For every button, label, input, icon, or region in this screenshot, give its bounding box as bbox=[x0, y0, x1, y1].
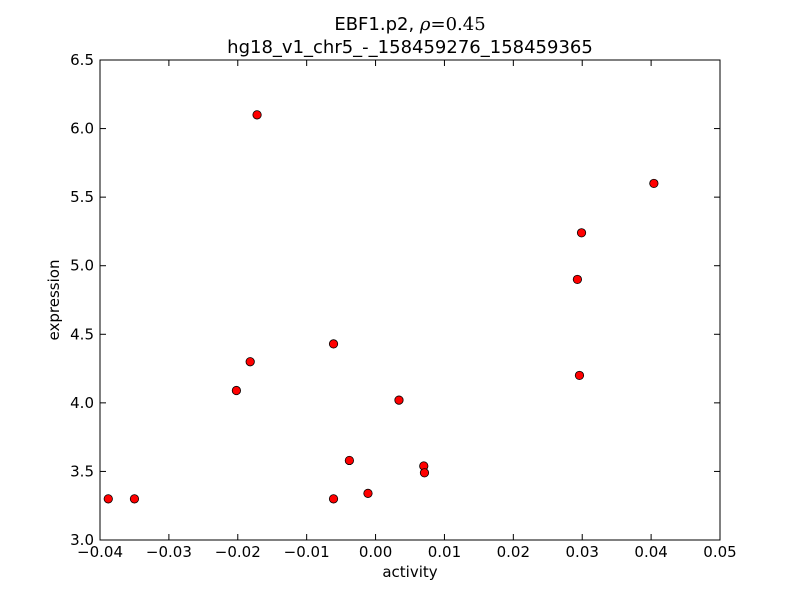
y-tick-label: 4.5 bbox=[70, 325, 94, 343]
x-tick-label: 0.01 bbox=[428, 543, 461, 561]
data-point bbox=[649, 178, 659, 189]
y-tick-label: 5.5 bbox=[70, 188, 94, 206]
y-tick-label: 4.0 bbox=[70, 394, 94, 412]
chart-title-line1: EBF1.p2, ρ=0.45 bbox=[334, 14, 485, 35]
chart-title-rho-value: =0.45 bbox=[431, 14, 486, 35]
x-axis-label: activity bbox=[382, 563, 437, 581]
chart-title-line2: hg18_v1_chr5_-_158459276_158459365 bbox=[227, 37, 593, 58]
data-point bbox=[129, 494, 140, 504]
y-tick-label: 5.0 bbox=[70, 257, 94, 275]
data-point bbox=[103, 494, 113, 504]
data-point bbox=[576, 228, 587, 238]
y-tick-label: 3.5 bbox=[70, 462, 94, 480]
data-point bbox=[572, 274, 583, 285]
chart-title-prefix: EBF1.p2, bbox=[334, 14, 420, 35]
x-tick-label: 0.03 bbox=[566, 543, 599, 561]
x-tick-label: −0.04 bbox=[77, 543, 123, 561]
x-tick-label: −0.03 bbox=[146, 543, 192, 561]
chart-title-rho-symbol: ρ bbox=[419, 14, 431, 35]
x-tick-label: 0.05 bbox=[703, 543, 736, 561]
data-point bbox=[245, 357, 255, 367]
y-tick-label: 6.5 bbox=[70, 51, 94, 69]
x-tick-label: −0.02 bbox=[215, 543, 261, 561]
data-point bbox=[328, 339, 339, 349]
y-tick-label: 3.0 bbox=[70, 531, 94, 549]
x-axis-ticks: −0.04 −0.03 −0.02 −0.01 0.00 0.01 0.02 0.03 0.04… bbox=[77, 60, 737, 561]
y-axis-ticks: 3.0 3.5 4.0 4.5 5.0 5.5 6.0 6.5 bbox=[70, 51, 720, 549]
data-point bbox=[419, 468, 430, 478]
y-axis-label: expression bbox=[45, 260, 63, 341]
x-tick-label: −0.01 bbox=[284, 543, 330, 561]
data-points bbox=[103, 110, 659, 504]
data-point bbox=[394, 395, 404, 405]
x-tick-label: 0.02 bbox=[497, 543, 530, 561]
plot-area-frame bbox=[99, 59, 721, 541]
x-tick-label: 0.00 bbox=[359, 543, 392, 561]
y-tick-label: 6.0 bbox=[70, 120, 94, 138]
data-point bbox=[574, 370, 585, 381]
data-point bbox=[328, 494, 339, 504]
data-point bbox=[363, 488, 373, 498]
data-point bbox=[252, 110, 262, 120]
data-point bbox=[344, 455, 354, 466]
x-tick-label: 0.04 bbox=[634, 543, 667, 561]
data-point bbox=[231, 385, 241, 396]
